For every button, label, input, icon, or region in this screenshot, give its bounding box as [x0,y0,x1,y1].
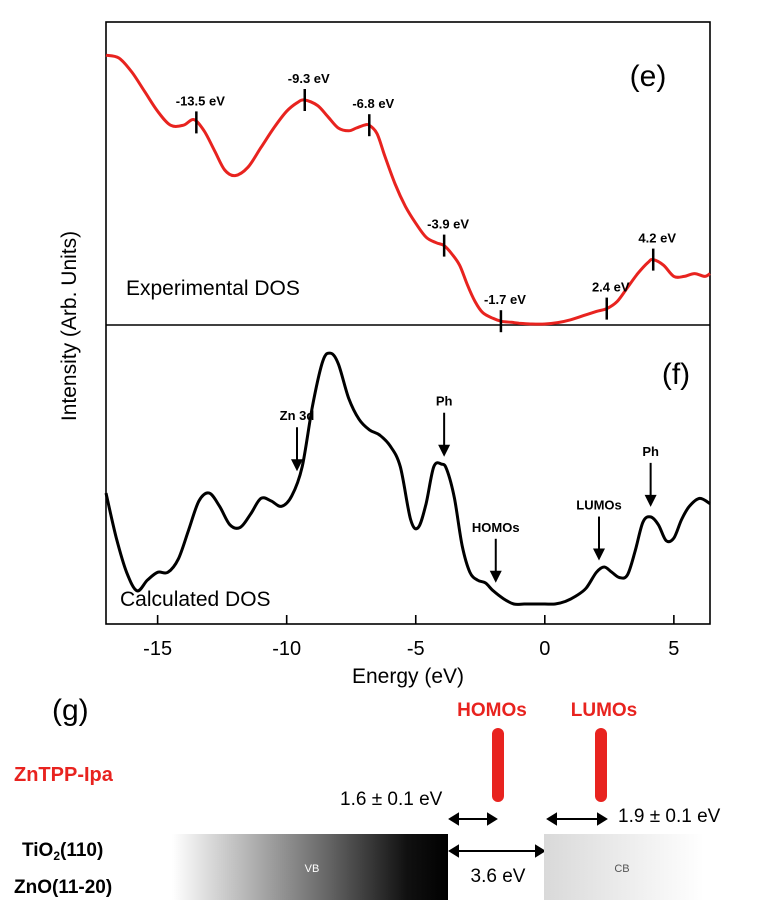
arrow-head [291,459,304,472]
calculated-dos-label: Calculated DOS [120,588,271,611]
peak-label: -13.5 eV [176,93,225,108]
homo-level-bar [492,728,504,802]
panel-label-g: (g) [52,694,89,727]
x-axis-label: Energy (eV) [352,665,464,688]
homo-gap-arrowhead-right [487,812,498,826]
x-tick-label: -10 [272,638,301,660]
lumo-level-bar [595,728,607,802]
panel-e: -13.5 eV -9.3 eV -6.8 eV -3.9 eV -1.7 eV 2.4 … [105,53,711,333]
x-tick-label: -15 [143,638,172,660]
arrow-label: Ph [642,444,659,459]
experimental-dos-label: Experimental DOS [126,277,300,300]
substrate-zno-label: ZnO(11-20) [14,877,112,898]
valence-band [172,834,448,900]
plot-frame [105,21,711,625]
homo-gap-arrowhead-left [448,812,459,826]
band-gap-arrowhead-left [448,844,459,858]
x-tick-label: 0 [539,638,550,660]
panel-f: Zn 3d Ph HOMOs LUMOs Ph (f) Calculated DOS [104,351,711,611]
experimental-dos-curve [105,53,711,326]
homo-label: HOMOs [457,700,527,721]
lumo-label: LUMOs [571,700,638,721]
peak-label: 4.2 eV [638,231,676,246]
band-gap-label: 3.6 eV [471,866,526,887]
lumo-gap-arrowhead-right [597,812,608,826]
lumo-gap-arrowhead-left [546,812,557,826]
energy-level-diagram: (g) ZnTPP-Ipa HOMOs LUMOs 1.6 ± 0.1 eV 1… [14,694,721,900]
vb-label: VB [305,863,320,875]
y-axis-label: Intensity (Arb. Units) [58,231,81,421]
arrow-label: Ph [436,394,453,409]
substrate-tio2-label: TiO2(110) [22,840,103,863]
arrow-label: HOMOs [472,520,520,535]
cb-label: CB [614,863,629,875]
calculated-dos-curve [104,351,711,606]
arrow-label: Zn 3d [280,408,315,423]
x-axis-ticks: -15 -10 -5 0 5 [143,615,679,660]
arrow-head [489,570,502,583]
homo-gap-label: 1.6 ± 0.1 eV [340,789,443,810]
x-tick-label: 5 [668,638,679,660]
peak-label: -9.3 eV [288,71,330,86]
lumo-gap-label: 1.9 ± 0.1 eV [618,806,721,827]
experimental-peak-markers: -13.5 eV -9.3 eV -6.8 eV -3.9 eV -1.7 eV 2.4 … [176,71,676,333]
panel-label-e: (e) [630,60,667,93]
panel-label-f: (f) [662,358,690,391]
arrow-head [593,548,606,561]
arrow-head [438,444,451,457]
arrow-label: LUMOs [576,498,622,513]
arrow-head [644,494,657,507]
peak-label: -3.9 eV [427,217,469,232]
peak-label: 2.4 eV [592,280,630,295]
band-gap-arrowhead-right [535,844,546,858]
calculated-arrows: Zn 3d Ph HOMOs LUMOs Ph [280,394,659,583]
x-tick-label: -5 [407,638,425,660]
peak-label: -1.7 eV [484,292,526,307]
molecule-label: ZnTPP-Ipa [14,764,114,786]
peak-label: -6.8 eV [352,96,394,111]
conduction-band [544,834,704,900]
